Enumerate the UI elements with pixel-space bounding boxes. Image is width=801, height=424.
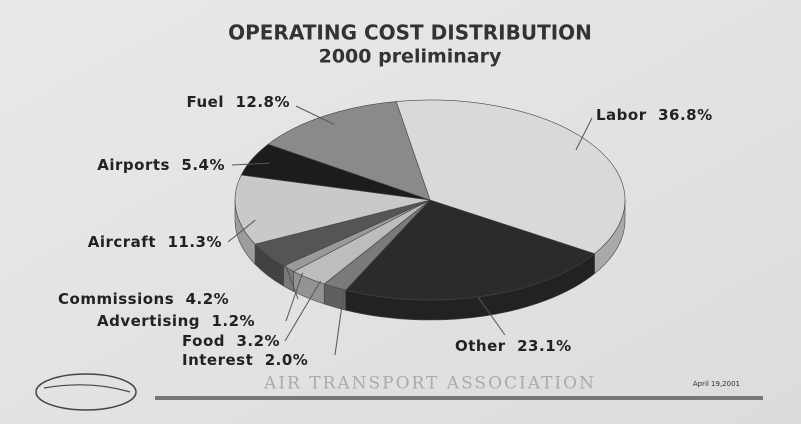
value-label: 2.0% bbox=[265, 351, 309, 369]
chart-subtitle: 2000 preliminary bbox=[319, 46, 502, 68]
slice bbox=[345, 199, 596, 301]
slice bbox=[267, 101, 431, 201]
leader-line bbox=[283, 260, 299, 300]
leader-line bbox=[575, 117, 593, 151]
category-label: Airports bbox=[97, 156, 170, 174]
value-label: 3.2% bbox=[236, 332, 280, 350]
leader-line bbox=[477, 297, 506, 336]
slice bbox=[234, 174, 431, 245]
leader-line bbox=[231, 162, 270, 166]
slice-label: Commissions 4.2% bbox=[58, 290, 229, 308]
slice-label: Fuel 12.8% bbox=[187, 93, 291, 111]
value-label: 5.4% bbox=[181, 156, 225, 174]
slice bbox=[395, 99, 626, 255]
slice-label: Food 3.2% bbox=[182, 332, 280, 350]
value-label: 12.8% bbox=[235, 93, 290, 111]
value-label: 11.3% bbox=[167, 233, 222, 251]
logo bbox=[35, 373, 137, 411]
leader-line bbox=[295, 105, 335, 126]
date: April 19,2001 bbox=[693, 380, 740, 388]
category-label: Commissions bbox=[58, 290, 174, 308]
value-label: 23.1% bbox=[517, 337, 572, 355]
source: Air Transport Association bbox=[263, 374, 596, 394]
leader-line bbox=[227, 219, 256, 243]
category-label: Fuel bbox=[187, 93, 225, 111]
category-label: Aircraft bbox=[88, 233, 156, 251]
category-label: Advertising bbox=[97, 312, 200, 330]
leader-line bbox=[284, 280, 321, 342]
slice-label: Airports 5.4% bbox=[97, 156, 225, 174]
category-label: Other bbox=[455, 337, 506, 355]
chart-title: OPERATING COST DISTRIBUTION bbox=[228, 21, 592, 45]
slice-label: Other 23.1% bbox=[455, 337, 572, 355]
value-label: 36.8% bbox=[658, 106, 713, 124]
leader-line bbox=[285, 272, 304, 322]
value-label: 1.2% bbox=[211, 312, 255, 330]
category-label: Food bbox=[182, 332, 225, 350]
leader-line bbox=[334, 289, 345, 356]
slice-label: Advertising 1.2% bbox=[97, 312, 255, 330]
category-label: Labor bbox=[596, 106, 647, 124]
slice-label: Labor 36.8% bbox=[596, 106, 713, 124]
slice-label: Aircraft 11.3% bbox=[88, 233, 222, 251]
logo-swoosh bbox=[43, 384, 131, 393]
slice-label: Interest 2.0% bbox=[182, 351, 308, 369]
footer-rule bbox=[155, 396, 763, 400]
value-label: 4.2% bbox=[186, 290, 230, 308]
category-label: Interest bbox=[182, 351, 253, 369]
